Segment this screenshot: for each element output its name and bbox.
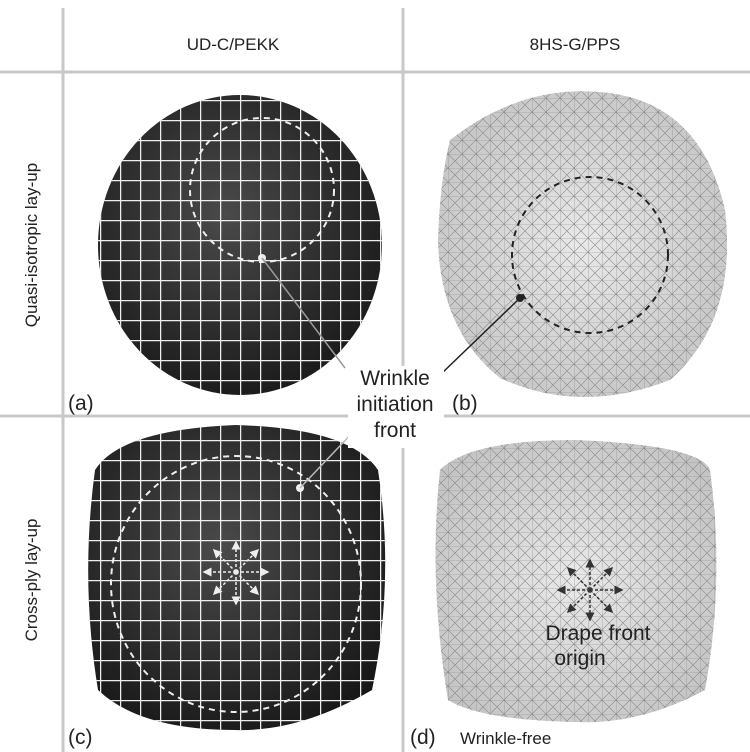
photo — [88, 425, 385, 730]
column-header: 8HS-G/PPS — [530, 35, 621, 54]
annotation: Wrinkle-free — [460, 729, 551, 748]
annotation: Drape front — [545, 622, 650, 645]
photo — [436, 440, 717, 722]
panel-label: (d) — [410, 726, 436, 749]
panel-label: (a) — [68, 392, 94, 415]
annotation: origin — [554, 647, 605, 670]
photo — [438, 91, 727, 397]
photo — [98, 95, 382, 395]
panel-label: (c) — [68, 726, 93, 749]
row-header: Cross-ply lay-up — [22, 519, 41, 642]
panel-label: (b) — [452, 392, 478, 415]
figure: UD-C/PEKK 8HS-G/PPS Quasi-isotropic lay-… — [0, 0, 750, 752]
annotation: initiation — [356, 393, 433, 416]
annotation: front — [374, 419, 416, 442]
annotation: Wrinkle — [360, 367, 430, 390]
column-header: UD-C/PEKK — [187, 35, 280, 54]
row-header: Quasi-isotropic lay-up — [22, 163, 41, 327]
